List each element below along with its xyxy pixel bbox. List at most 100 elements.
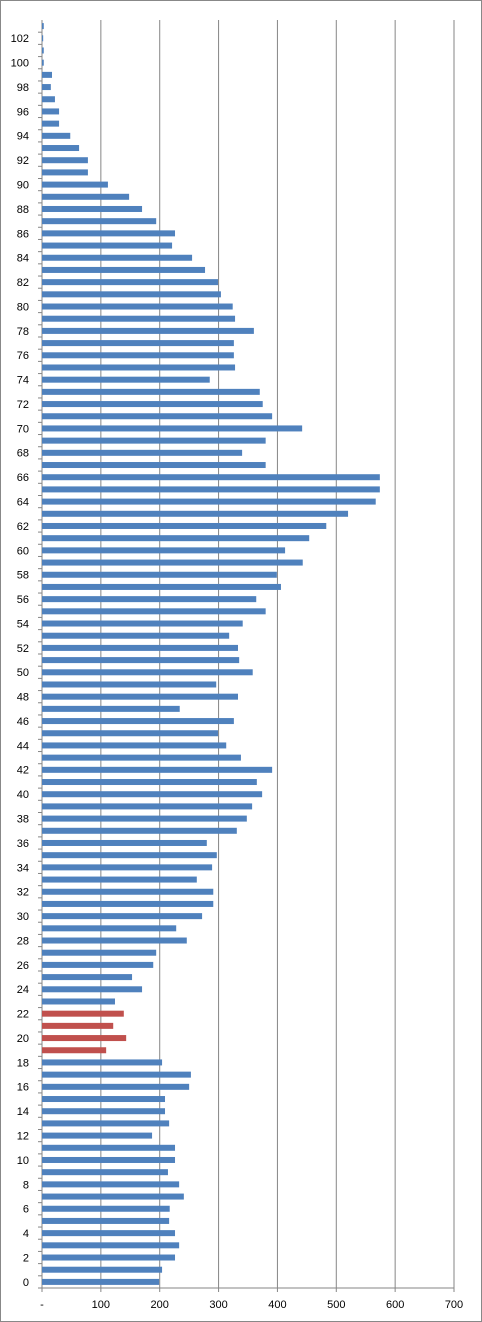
bar — [42, 510, 349, 517]
x-tick-label: 600 — [386, 1299, 404, 1311]
y-tick-label: 24 — [17, 984, 29, 996]
bar — [42, 1010, 124, 1017]
bar — [42, 327, 254, 334]
y-tick-label: 58 — [17, 570, 29, 582]
bar — [42, 205, 143, 212]
bar — [42, 352, 234, 359]
bar — [42, 900, 214, 907]
y-tick-label: 12 — [17, 1131, 29, 1143]
bar — [42, 498, 376, 505]
bar — [42, 559, 303, 566]
bar — [42, 791, 263, 798]
bar — [42, 522, 327, 529]
bar — [42, 657, 240, 664]
bar — [42, 449, 243, 456]
bar — [42, 230, 176, 237]
bar — [42, 376, 210, 383]
bar — [42, 47, 44, 54]
bar — [42, 120, 60, 127]
y-tick-label: 68 — [17, 448, 29, 460]
bar — [42, 827, 237, 834]
y-tick-label: 14 — [17, 1106, 29, 1118]
y-tick-label: 62 — [17, 521, 29, 533]
bar — [42, 425, 303, 432]
bar — [42, 157, 88, 164]
x-tick-label: - — [40, 1299, 44, 1311]
bar — [42, 108, 60, 115]
y-tick-label: 10 — [17, 1155, 29, 1167]
bar — [42, 998, 115, 1005]
y-tick-label: 88 — [17, 204, 29, 216]
y-tick-label: 32 — [17, 887, 29, 899]
x-tick-label: 500 — [327, 1299, 345, 1311]
y-tick-label: 2 — [23, 1252, 29, 1264]
bar — [42, 596, 257, 603]
bar — [42, 949, 157, 956]
bar — [42, 218, 157, 225]
y-tick-label: 94 — [17, 131, 29, 143]
y-tick-label: 78 — [17, 326, 29, 338]
y-tick-label: 56 — [17, 594, 29, 606]
bar — [42, 1096, 166, 1103]
bar — [42, 132, 71, 139]
bar — [42, 644, 238, 651]
y-tick-label: 60 — [17, 545, 29, 557]
bar — [42, 340, 234, 347]
bar — [42, 279, 218, 286]
y-tick-label: 96 — [17, 106, 29, 118]
bar — [42, 535, 310, 542]
y-tick-label: 30 — [17, 911, 29, 923]
y-tick-label: 98 — [17, 82, 29, 94]
bar — [42, 852, 217, 859]
bar — [42, 1132, 153, 1139]
bar — [42, 1108, 166, 1115]
bar — [42, 742, 227, 749]
y-tick-label: 80 — [17, 301, 29, 313]
bar — [42, 803, 253, 810]
bar — [42, 718, 234, 725]
bar — [42, 766, 273, 773]
bar — [42, 864, 213, 871]
y-tick-label: 48 — [17, 692, 29, 704]
y-tick-label: 38 — [17, 814, 29, 826]
bar — [42, 315, 236, 322]
y-tick-label: 84 — [17, 253, 29, 265]
bar — [42, 913, 203, 920]
y-tick-label: 90 — [17, 180, 29, 192]
bar — [42, 705, 180, 712]
bar — [42, 779, 257, 786]
bar — [42, 754, 241, 761]
y-tick-label: 4 — [23, 1228, 29, 1240]
bar — [42, 474, 380, 481]
x-tick-label: 300 — [209, 1299, 227, 1311]
y-tick-label: 64 — [17, 497, 29, 509]
bar — [42, 193, 130, 200]
bar — [42, 815, 247, 822]
bar — [42, 413, 273, 420]
bar — [42, 71, 53, 78]
bar — [42, 937, 187, 944]
y-tick-label: 74 — [17, 375, 29, 387]
bar — [42, 632, 230, 639]
y-tick-label: 70 — [17, 423, 29, 435]
x-tick-label: 400 — [268, 1299, 286, 1311]
bar — [42, 1156, 176, 1163]
bar — [42, 84, 51, 91]
bar — [42, 59, 44, 66]
bar — [42, 254, 193, 261]
y-tick-label: 46 — [17, 716, 29, 728]
bar — [42, 1181, 180, 1188]
y-tick-label: 102 — [11, 33, 29, 45]
bar — [42, 1035, 127, 1042]
bar — [42, 1254, 176, 1261]
bar — [42, 1144, 176, 1151]
bar — [42, 608, 266, 615]
y-tick-label: 76 — [17, 350, 29, 362]
y-tick-label: 42 — [17, 765, 29, 777]
bar — [42, 181, 108, 188]
y-tick-label: 54 — [17, 618, 29, 630]
y-tick-label: 28 — [17, 935, 29, 947]
bar — [42, 1266, 163, 1273]
